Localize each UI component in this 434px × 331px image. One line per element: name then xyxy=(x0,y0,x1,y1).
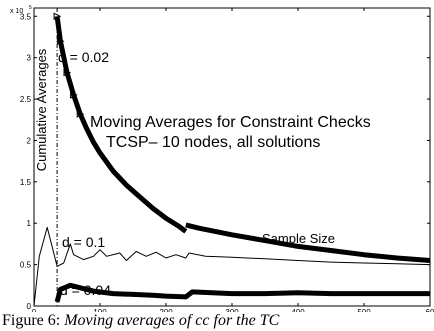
series-label-d-0-04: d = 0.04 xyxy=(60,282,111,298)
series-line-0 xyxy=(185,222,431,263)
series-line-1 xyxy=(33,226,431,307)
x-tick-label: 0 xyxy=(32,308,37,312)
x-tick-label: 60 xyxy=(426,308,434,312)
x-tick-label: 100 xyxy=(93,308,107,312)
series-marker xyxy=(56,37,65,45)
series-label-d-0-1: d = 0.1 xyxy=(62,234,105,250)
x-tick-label: 200 xyxy=(159,308,173,312)
chart-title: Moving Averages for Constraint Checks xyxy=(90,114,371,131)
figure-caption: Figure 6: Moving averages of cc for the … xyxy=(2,312,279,330)
y-tick-label: 2 xyxy=(27,136,32,145)
series-label-d-0-02: d = 0.02 xyxy=(58,49,109,65)
y-tick-label: 1 xyxy=(27,219,32,228)
y-tick-label: 0 xyxy=(27,302,32,311)
y-exponent-base: x 10 xyxy=(10,8,23,15)
series-line-2 xyxy=(54,282,430,303)
y-exponent-power: 5 xyxy=(29,5,32,11)
y-tick-label: 2.5 xyxy=(20,95,32,104)
series-line-0 xyxy=(54,15,188,234)
y-tick-label: 1.5 xyxy=(20,178,32,187)
x-tick-label: 300 xyxy=(225,308,239,312)
y-axis-label: Cumulative Averages xyxy=(34,48,49,171)
chart: 01002003004005006000.511.522.533.5 x 10 … xyxy=(10,5,434,312)
x-tick-label: 500 xyxy=(357,308,371,312)
caption-text: Moving averages of cc for the TC xyxy=(64,312,280,329)
x-tick-label: 400 xyxy=(291,308,305,312)
y-tick-label: 0.5 xyxy=(20,261,32,270)
series-marker xyxy=(70,91,78,99)
x-axis-label: Sample Size xyxy=(262,231,335,246)
series-marker xyxy=(53,12,62,21)
y-tick-label: 3.5 xyxy=(20,12,32,21)
y-tick-label: 3 xyxy=(27,54,32,63)
series-layer xyxy=(33,12,431,307)
ticks-layer: 01002003004005006000.511.522.533.5 xyxy=(20,8,434,312)
series-marker xyxy=(63,68,72,77)
caption-prefix: Figure 6: xyxy=(2,312,61,329)
series-marker xyxy=(76,110,85,118)
chart-subtitle: TCSP– 10 nodes, all solutions xyxy=(106,134,320,151)
